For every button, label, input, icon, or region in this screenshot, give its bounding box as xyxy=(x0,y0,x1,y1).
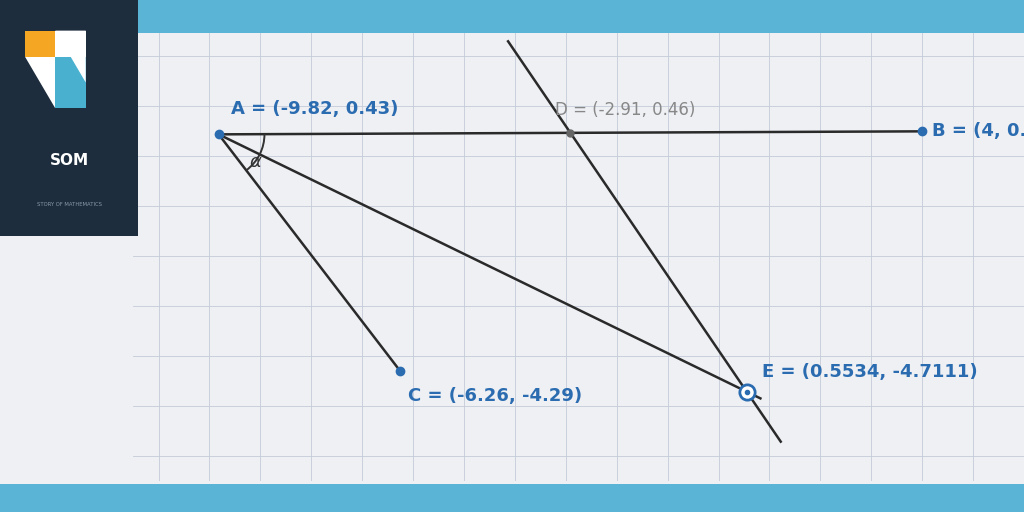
Polygon shape xyxy=(25,56,55,109)
Bar xyxy=(25,31,55,82)
Text: A = (-9.82, 0.43): A = (-9.82, 0.43) xyxy=(231,100,398,118)
Text: B = (4, 0.49): B = (4, 0.49) xyxy=(933,122,1024,140)
Bar xyxy=(25,56,55,109)
Text: α: α xyxy=(249,153,261,171)
Text: C = (-6.26, -4.29): C = (-6.26, -4.29) xyxy=(408,387,582,404)
Text: SOM: SOM xyxy=(49,153,89,167)
Text: E = (0.5534, -4.7111): E = (0.5534, -4.7111) xyxy=(762,362,978,381)
Bar xyxy=(55,31,86,82)
Polygon shape xyxy=(55,31,86,82)
Text: D = (-2.91, 0.46): D = (-2.91, 0.46) xyxy=(555,101,695,119)
Text: STORY OF MATHEMATICS: STORY OF MATHEMATICS xyxy=(37,202,101,207)
Bar xyxy=(55,56,86,109)
